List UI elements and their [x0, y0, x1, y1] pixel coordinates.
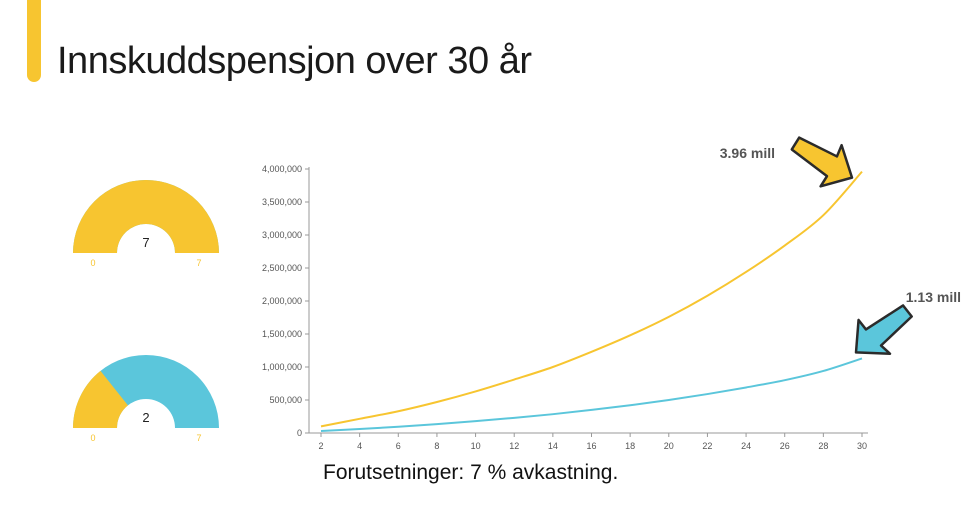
gauge-fill — [73, 180, 219, 253]
y-tick-label: 500,000 — [269, 395, 302, 405]
x-tick-label: 18 — [625, 441, 635, 451]
gauge-min-label: 0 — [90, 258, 95, 268]
x-tick-label: 2 — [318, 441, 323, 451]
page-title: Innskuddspensjon over 30 år — [57, 40, 532, 82]
x-tick-label: 24 — [741, 441, 751, 451]
series-line-1 — [320, 170, 863, 428]
y-tick-label: 0 — [297, 428, 302, 438]
series-line-2 — [320, 357, 863, 433]
x-tick-label: 30 — [857, 441, 867, 451]
line-chart: 0 500,000 1,000,000 1,500,000 2,000,000 2,500… — [262, 164, 868, 451]
gauges: 7 0 7 2 0 7 — [73, 180, 219, 443]
x-tick-label: 26 — [780, 441, 790, 451]
gauge-max-label: 7 — [196, 433, 201, 443]
x-tick-label: 10 — [471, 441, 481, 451]
y-tick-label: 3,500,000 — [262, 197, 302, 207]
x-tick-label: 12 — [509, 441, 519, 451]
title-accent-bar — [27, 0, 41, 82]
gauge-1: 7 0 7 — [73, 180, 219, 268]
gauge-max-label: 7 — [196, 258, 201, 268]
gauge-min-label: 0 — [90, 433, 95, 443]
x-tick-label: 6 — [396, 441, 401, 451]
gauge-fill — [73, 370, 128, 428]
y-tick-label: 4,000,000 — [262, 164, 302, 174]
assumption-note: Forutsetninger: 7 % avkastning. — [323, 461, 619, 484]
y-tick-label: 1,500,000 — [262, 329, 302, 339]
gauge-value: 7 — [142, 235, 149, 250]
annotations: 3.96 mill 1.13 mill — [720, 136, 961, 355]
arrow-teal-icon — [854, 304, 913, 355]
y-tick-label: 1,000,000 — [262, 362, 302, 372]
y-tick-label: 3,000,000 — [262, 230, 302, 240]
x-tick-label: 14 — [548, 441, 558, 451]
y-tick-label: 2,500,000 — [262, 263, 302, 273]
x-tick-label: 22 — [702, 441, 712, 451]
annotation-teal-end: 1.13 mill — [906, 289, 961, 305]
x-tick-label: 20 — [664, 441, 674, 451]
annotation-yellow-end: 3.96 mill — [720, 145, 775, 161]
x-tick-label: 16 — [586, 441, 596, 451]
arrow-yellow-icon — [790, 136, 854, 188]
x-tick-label: 8 — [434, 441, 439, 451]
x-tick-label: 4 — [357, 441, 362, 451]
gauge-2: 2 0 7 — [73, 355, 219, 443]
y-tick-label: 2,000,000 — [262, 296, 302, 306]
x-tick-label: 28 — [818, 441, 828, 451]
gauge-value: 2 — [142, 410, 149, 425]
